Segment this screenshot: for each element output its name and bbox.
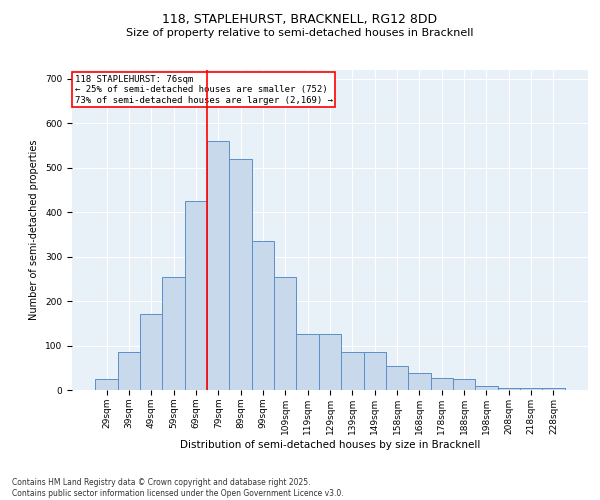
Y-axis label: Number of semi-detached properties: Number of semi-detached properties [29,140,40,320]
Bar [207,141,229,390]
Bar [520,388,542,390]
X-axis label: Distribution of semi-detached houses by size in Bracknell: Distribution of semi-detached houses by … [180,440,480,450]
Bar [163,276,185,390]
Text: Contains HM Land Registry data © Crown copyright and database right 2025.
Contai: Contains HM Land Registry data © Crown c… [12,478,344,498]
Bar [319,334,341,390]
Bar [274,276,296,390]
Bar [408,373,431,390]
Text: Size of property relative to semi-detached houses in Bracknell: Size of property relative to semi-detach… [126,28,474,38]
Bar [140,314,163,390]
Bar [453,379,475,390]
Text: 118 STAPLEHURST: 76sqm
← 25% of semi-detached houses are smaller (752)
73% of se: 118 STAPLEHURST: 76sqm ← 25% of semi-det… [74,75,332,104]
Bar [497,388,520,390]
Text: 118, STAPLEHURST, BRACKNELL, RG12 8DD: 118, STAPLEHURST, BRACKNELL, RG12 8DD [163,12,437,26]
Bar [431,378,453,390]
Bar [341,352,364,390]
Bar [118,352,140,390]
Bar [475,386,497,390]
Bar [364,352,386,390]
Bar [386,366,408,390]
Bar [542,388,565,390]
Bar [229,159,252,390]
Bar [95,379,118,390]
Bar [185,201,207,390]
Bar [296,334,319,390]
Bar [252,241,274,390]
